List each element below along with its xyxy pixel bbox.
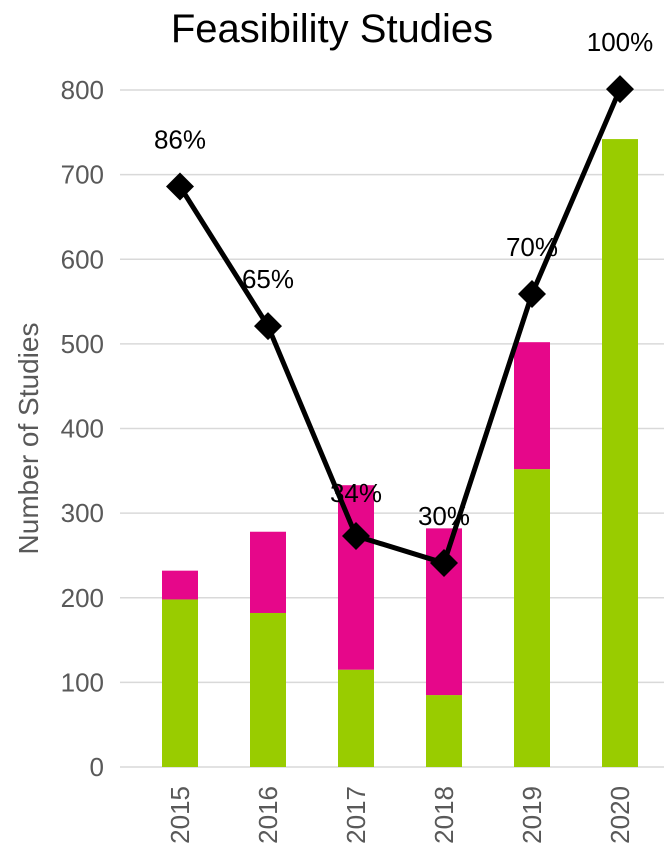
gridlines [120, 89, 664, 768]
bar-segment-2018-0 [426, 695, 462, 767]
data-label-2015: 86% [154, 124, 206, 154]
y-tick-label: 700 [61, 160, 104, 190]
bar-segment-2016-1 [250, 531, 286, 613]
x-tick-label: 2018 [429, 786, 459, 844]
marker-2015 [166, 172, 194, 201]
data-label-2016: 65% [242, 264, 294, 294]
y-tick-label: 600 [61, 244, 104, 274]
y-tick-label: 500 [61, 329, 104, 359]
data-label-2019: 70% [506, 232, 558, 262]
marker-2016 [254, 312, 282, 341]
bar-segment-2020-0 [602, 139, 638, 767]
x-tick-label: 2019 [517, 786, 547, 844]
line-series [177, 88, 623, 566]
x-tick-label: 2020 [605, 786, 635, 844]
percentage-line [177, 88, 623, 566]
marker-2020 [606, 75, 634, 104]
marker-2017 [342, 521, 370, 550]
bar-segment-2019-1 [514, 342, 550, 470]
x-tick-label: 2015 [165, 786, 195, 844]
chart-title: Feasibility Studies [171, 7, 493, 51]
bar-segment-2015-0 [162, 599, 198, 767]
bars [162, 139, 638, 767]
y-axis-label: Number of Studies [13, 323, 44, 555]
marker-2018 [430, 549, 458, 578]
marker-2019 [518, 279, 546, 308]
y-tick-label: 0 [90, 752, 104, 782]
x-tick-label: 2017 [341, 786, 371, 844]
x-ticks: 2015 2016 2017 2018 2019 2020 [165, 786, 635, 844]
y-tick-label: 800 [61, 75, 104, 105]
data-label-2018: 30% [418, 501, 470, 531]
y-tick-label: 400 [61, 414, 104, 444]
y-tick-label: 300 [61, 498, 104, 528]
data-labels: 86% 65% 34% 30% 70% 100% [154, 27, 653, 531]
bar-segment-2017-1 [338, 485, 374, 670]
bar-segment-2017-0 [338, 669, 374, 767]
y-tick-label: 200 [61, 583, 104, 613]
y-ticks: 0 100 200 300 400 500 600 700 800 [61, 75, 104, 782]
bar-segment-2019-0 [514, 469, 550, 767]
line-markers [166, 75, 634, 578]
x-tick-label: 2016 [253, 786, 283, 844]
data-label-2020: 100% [587, 27, 654, 57]
bar-segment-2015-1 [162, 570, 198, 600]
y-tick-label: 100 [61, 667, 104, 697]
bar-segment-2016-0 [250, 612, 286, 767]
data-label-2017: 34% [330, 478, 382, 508]
